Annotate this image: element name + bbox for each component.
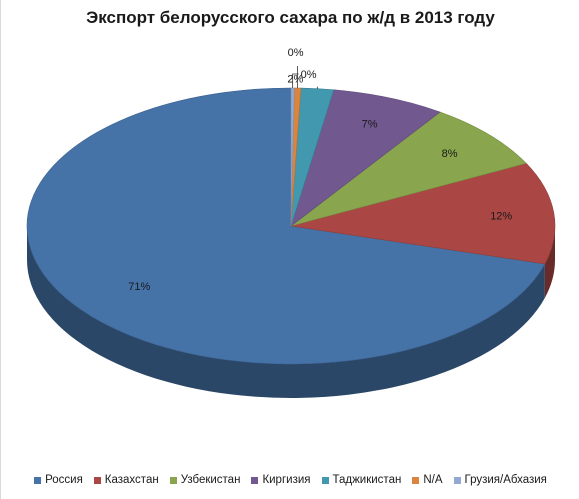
slice-грузия-абхазия[interactable] (290, 87, 295, 227)
legend-swatch (34, 476, 42, 484)
legend-swatch (169, 476, 177, 484)
leader-line-грузия-абхазия (292, 73, 299, 89)
chart-title: Экспорт белорусского сахара по ж/д в 201… (86, 8, 495, 27)
slice-узбекистан[interactable] (290, 111, 527, 227)
legend-item-n-a[interactable]: N/A (412, 474, 443, 486)
legend-swatch (251, 476, 259, 484)
legend-label: Узбекистан (180, 474, 241, 486)
legend-label: Таджикистан (332, 474, 402, 486)
legend-label: N/A (423, 474, 443, 486)
legend-swatch (412, 476, 420, 484)
slice-side-казахстан (544, 226, 555, 298)
legend-label: Грузия/Абхазия (464, 474, 547, 486)
data-label-грузия-абхазия: 0% (301, 69, 317, 81)
legend-item-узбекистан[interactable]: Узбекистан (169, 474, 241, 486)
legend-item-таджикистан[interactable]: Таджикистан (321, 474, 402, 486)
legend-label: Казахстан (104, 474, 159, 486)
data-label-киргизия: 7% (362, 119, 378, 131)
legend: Россия Казахстан Узбекистан Киргизия Таджики… (1, 474, 579, 486)
data-label-узбекистан: 8% (442, 148, 458, 160)
legend-swatch (453, 476, 461, 484)
legend-swatch (321, 476, 329, 484)
legend-label: Киргизия (262, 474, 311, 486)
legend-item-киргизия[interactable]: Киргизия (251, 474, 311, 486)
slice-казахстан[interactable] (290, 162, 556, 265)
data-label-россия: 71% (128, 281, 150, 293)
slice-side-россия (26, 226, 545, 399)
legend-label: Россия (45, 474, 83, 486)
data-label-n-a: 0% (288, 47, 304, 59)
legend-swatch (93, 476, 101, 484)
slice-киргизия[interactable] (290, 89, 441, 227)
data-label-казахстан: 12% (490, 210, 512, 222)
data-label-таджикистан: 2% (287, 74, 303, 86)
legend-item-россия[interactable]: Россия (34, 474, 83, 486)
slice-россия[interactable] (26, 87, 546, 365)
legend-item-грузия-абхазия[interactable]: Грузия/Абхазия (453, 474, 547, 486)
legend-item-казахстан[interactable]: Казахстан (93, 474, 159, 486)
